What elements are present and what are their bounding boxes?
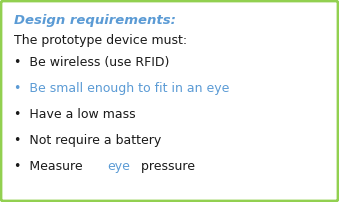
Text: •  Have a low mass: • Have a low mass: [14, 108, 136, 121]
Text: The prototype device must:: The prototype device must:: [14, 34, 187, 47]
Text: pressure: pressure: [137, 160, 195, 173]
Text: eye: eye: [108, 160, 131, 173]
Text: •  Be wireless (use RFID): • Be wireless (use RFID): [14, 56, 170, 69]
Text: •  Measure: • Measure: [14, 160, 87, 173]
Text: •  Not require a battery: • Not require a battery: [14, 134, 161, 147]
Text: Design requirements:: Design requirements:: [14, 14, 176, 27]
Text: •  Be small enough to fit in an eye: • Be small enough to fit in an eye: [14, 82, 230, 95]
